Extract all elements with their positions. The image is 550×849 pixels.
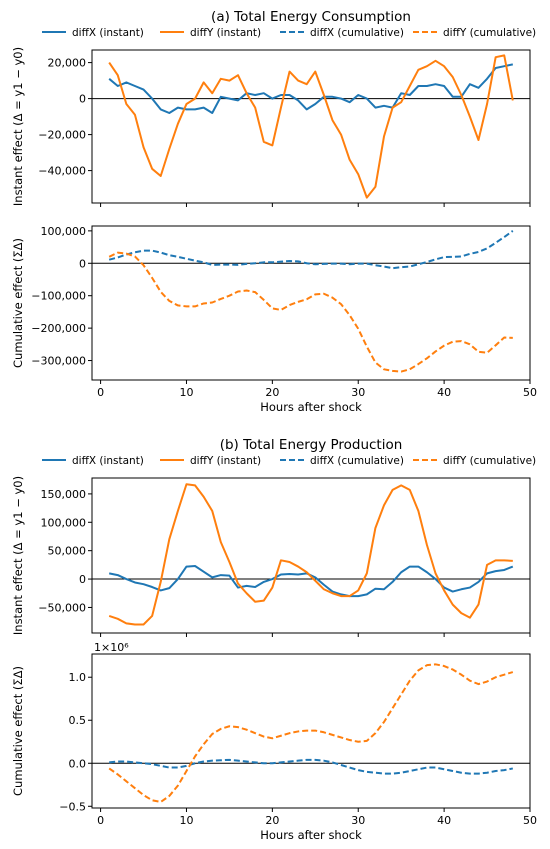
x-tick-label: 40	[437, 386, 451, 399]
axes-frame	[91, 49, 531, 204]
legend-label: diffX (cumulative)	[310, 27, 404, 39]
y-tick-label: −40,000	[38, 165, 86, 178]
y-axis-label: Instant effect (Δ = y1 − y0)	[11, 476, 25, 635]
axes-frame	[91, 653, 531, 809]
y-tick-label: 100,000	[41, 225, 87, 238]
y-axis-label: Instant effect (Δ = y1 − y0)	[11, 47, 25, 206]
panel-a-instant: 20,000 0 −20,000 −40,000 Instant effect (Δ =…	[11, 47, 531, 207]
x-tick-label: 20	[265, 814, 279, 827]
y-tick-label: 50,000	[48, 545, 87, 558]
legend-label: diffY (instant)	[190, 27, 261, 39]
offset-label: 1×10⁶	[94, 641, 129, 654]
x-tick-label: 50	[523, 386, 537, 399]
y-tick-label: −0.5	[59, 800, 86, 813]
legend-b: diffX (instant) diffY (instant) diffX (cum…	[42, 455, 536, 467]
x-tick-label: 0	[97, 814, 104, 827]
legend-label: diffY (cumulative)	[443, 27, 536, 39]
legend-label: diffX (instant)	[72, 455, 144, 467]
series-line	[108, 251, 513, 373]
series-line	[108, 54, 514, 199]
legend-label: diffX (instant)	[72, 27, 144, 39]
y-tick-label: 1.0	[69, 671, 87, 684]
y-tick-label: −100,000	[31, 290, 86, 303]
series-line	[109, 758, 514, 775]
y-axis-label: Cumulative effect (ΣΔ)	[11, 238, 25, 368]
y-tick-label: −20,000	[38, 129, 86, 142]
chart-title-b: (b) Total Energy Production	[220, 437, 403, 453]
x-tick-label: 0	[97, 386, 104, 399]
y-tick-label: 0	[79, 573, 86, 586]
y-tick-label: 100,000	[41, 516, 87, 529]
legend-label: diffX (cumulative)	[310, 455, 404, 467]
y-tick-label: 20,000	[48, 57, 87, 70]
y-axis-label: Cumulative effect (ΣΔ)	[11, 666, 25, 796]
y-tick-label: 0	[79, 257, 86, 270]
legend-a: diffX (instant) diffY (instant) diffX (cum…	[42, 27, 536, 39]
x-tick-label: 40	[437, 814, 451, 827]
series-line	[108, 483, 513, 626]
panel-a-cumulative: 100,000 0 −100,000 −200,000 −300,000 0 10 20 30 4…	[11, 225, 537, 414]
x-tick-label: 10	[179, 386, 193, 399]
x-tick-label: 30	[351, 386, 365, 399]
x-axis-label: Hours after shock	[260, 400, 362, 414]
y-tick-label: −300,000	[31, 355, 86, 368]
x-tick-label: 10	[179, 814, 193, 827]
x-tick-label: 30	[351, 814, 365, 827]
x-axis-label: Hours after shock	[260, 828, 362, 842]
y-tick-label: 0	[79, 93, 86, 106]
y-tick-label: −50,000	[38, 601, 86, 614]
x-tick-label: 20	[265, 386, 279, 399]
x-tick-label: 50	[523, 814, 537, 827]
series-line	[108, 663, 514, 803]
legend-label: diffY (instant)	[190, 455, 261, 467]
series-line	[108, 63, 514, 114]
y-tick-label: −200,000	[31, 322, 86, 335]
chart-title-a: (a) Total Energy Consumption	[211, 9, 411, 25]
panel-b-cumulative: 1.0 0.5 0.0 −0.5 0 10 20 30 40 50 Cumulative effec…	[11, 641, 537, 842]
y-tick-label: 0.5	[69, 714, 87, 727]
y-tick-label: 150,000	[41, 488, 87, 501]
axes-frame	[91, 477, 531, 634]
panel-b-instant: 150,000 100,000 50,000 0 −50,000 Instant effe…	[11, 476, 531, 637]
y-tick-label: 0.0	[69, 757, 87, 770]
legend-label: diffY (cumulative)	[443, 455, 536, 467]
axes-frame	[91, 225, 531, 381]
